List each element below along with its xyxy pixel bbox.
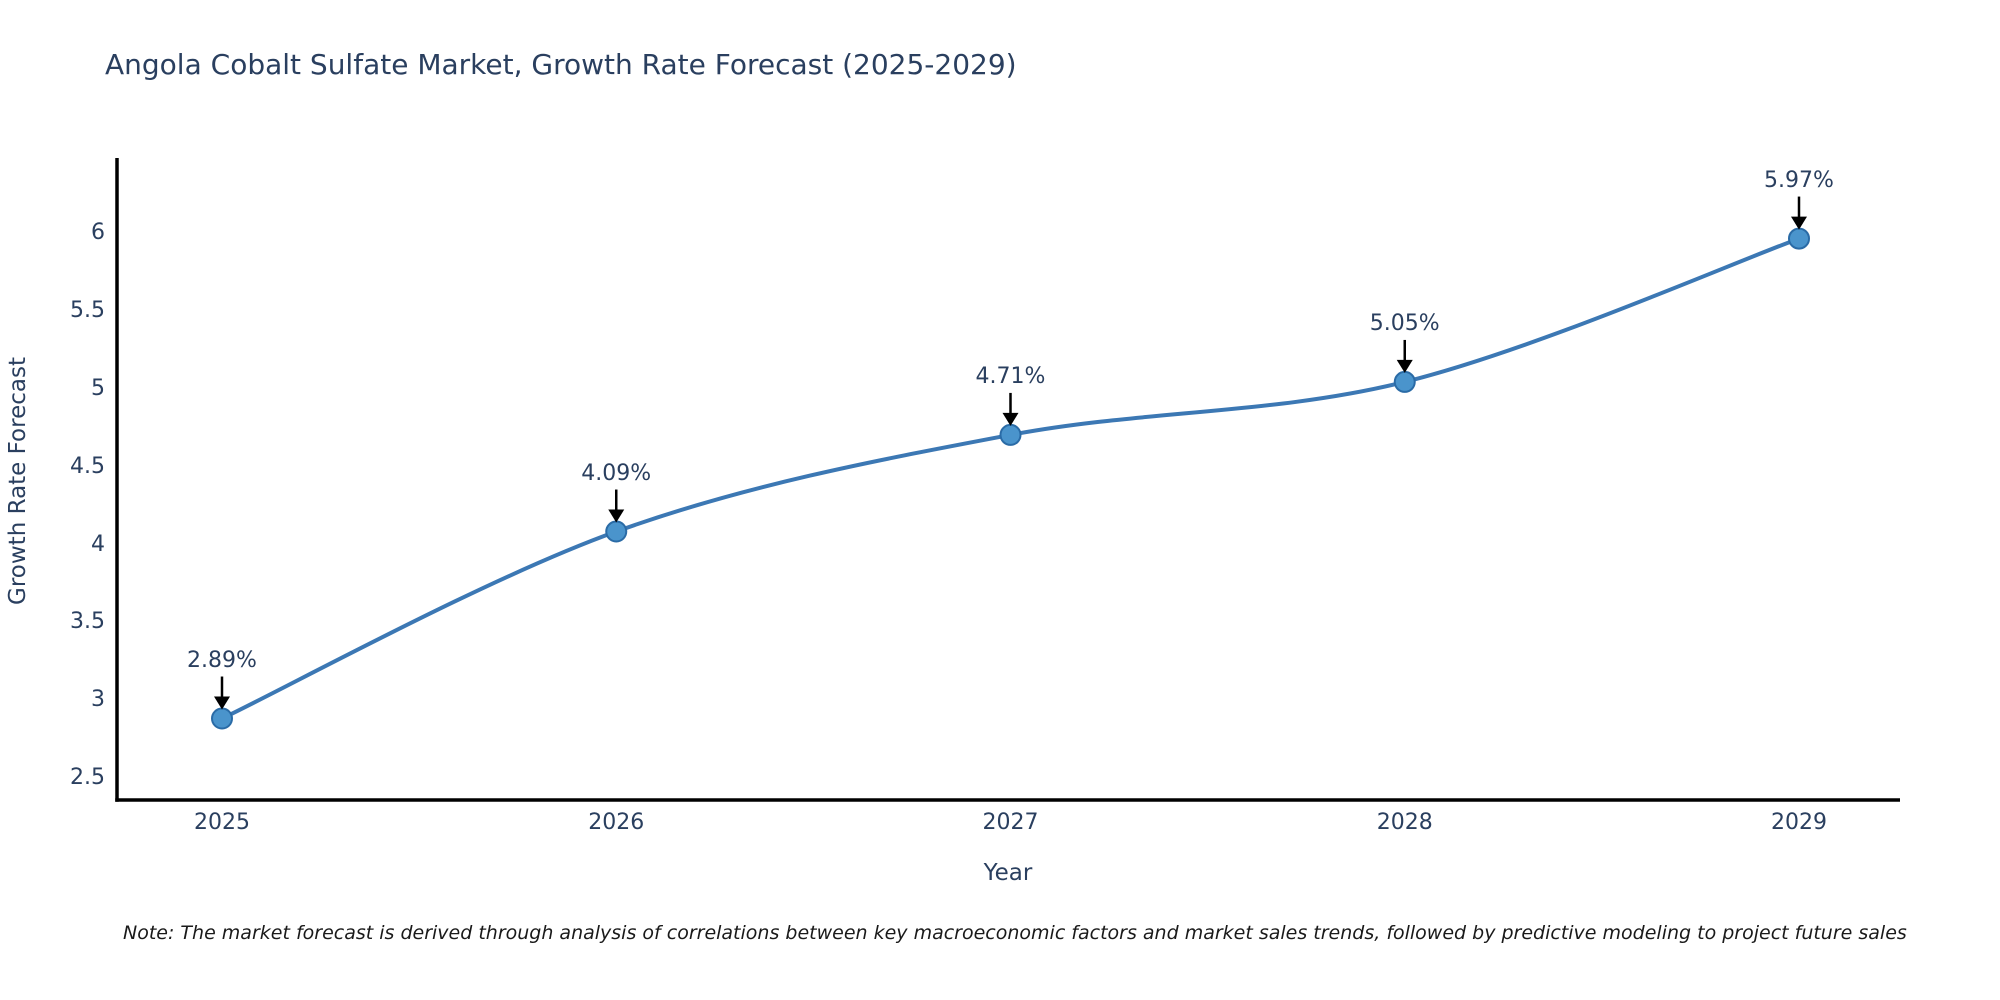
annotation-arrowhead-icon [1396, 359, 1413, 373]
x-tick-2026: 2026 [588, 810, 645, 835]
y-tick-3: 3 [91, 687, 105, 713]
y-tick-4: 4 [91, 531, 105, 557]
y-tick-6: 6 [91, 219, 105, 245]
point-label-2026: 4.09% [581, 460, 652, 486]
point-label-2027: 4.71% [975, 363, 1046, 389]
data-point-2025 [211, 707, 233, 730]
y-tick-2.5: 2.5 [70, 765, 105, 791]
point-label-2028: 5.05% [1369, 310, 1440, 336]
annotation-arrowhead-icon [214, 696, 230, 710]
x-tick-2029: 2029 [1771, 810, 1827, 835]
point-label-2029: 5.97% [1764, 167, 1834, 193]
chart-title: Angola Cobalt Sulfate Market, Growth Rat… [105, 48, 1017, 81]
y-tick-5: 5 [91, 375, 105, 401]
data-point-2028 [1393, 370, 1416, 393]
data-point-2026 [605, 520, 628, 543]
y-tick-3.5: 3.5 [70, 609, 105, 635]
forecast-line [221, 236, 1800, 721]
y-tick-4.5: 4.5 [70, 453, 105, 479]
x-axis-title: Year [983, 860, 1033, 886]
x-tick-2028: 2028 [1376, 810, 1433, 835]
data-point-2029 [1788, 227, 1810, 250]
annotation-arrowhead-icon [1791, 216, 1807, 230]
x-tick-2025: 2025 [194, 810, 250, 835]
y-tick-5.5: 5.5 [70, 297, 105, 323]
footnote-text: Note: The market forecast is derived thr… [123, 922, 1907, 944]
x-tick-2027: 2027 [982, 810, 1039, 835]
annotation-arrowhead-icon [608, 509, 625, 523]
point-label-2025: 2.89% [187, 647, 257, 673]
data-point-2027 [999, 423, 1022, 446]
y-axis-title: Growth Rate Forecast [5, 357, 31, 605]
annotation-arrowhead-icon [1002, 412, 1019, 426]
